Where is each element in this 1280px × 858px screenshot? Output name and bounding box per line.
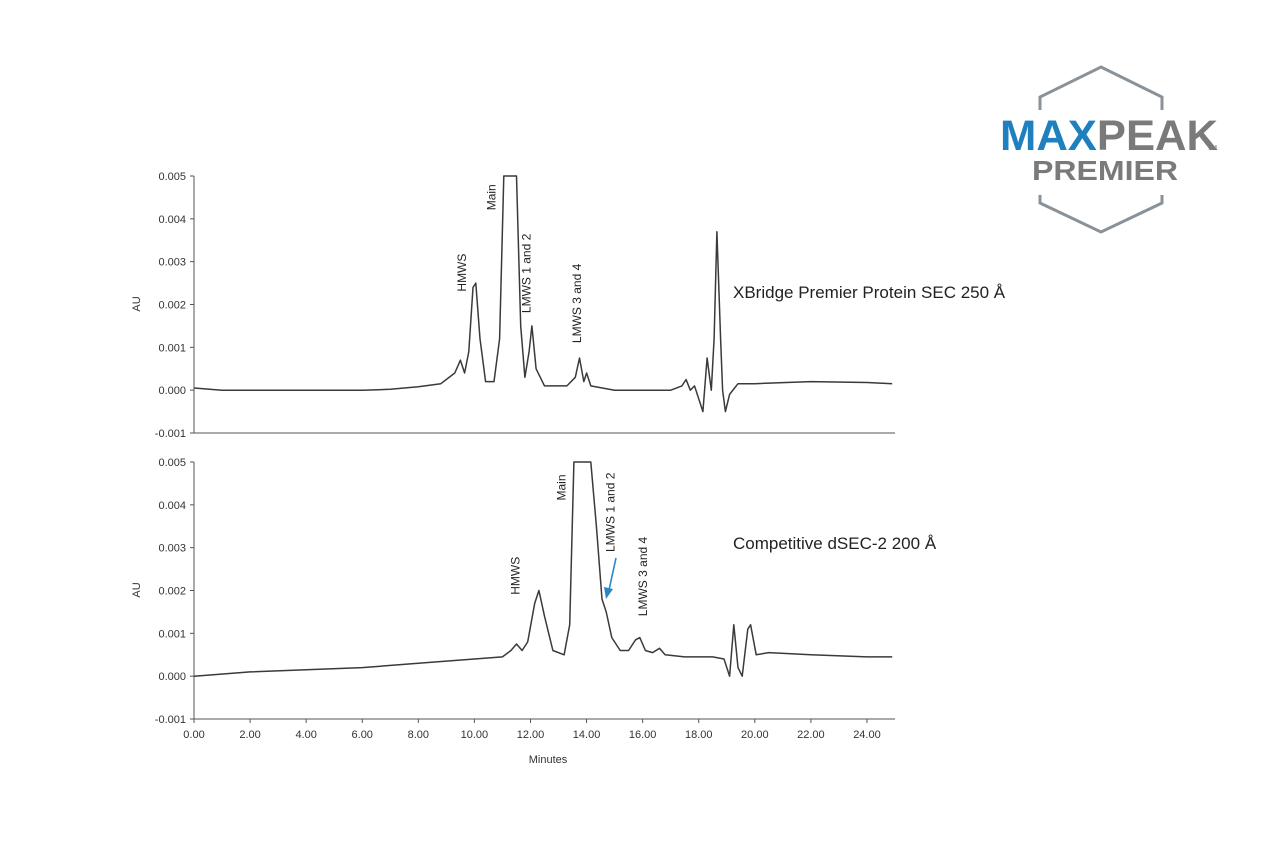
- x-tick-label: 14.00: [573, 729, 601, 741]
- y-tick-label: 0.004: [158, 214, 186, 226]
- y-axis-ticks-top: 0.005 0.004 0.003 0.002 0.001 0.000 -0.001: [155, 171, 194, 440]
- chart-panel-bottom: 0.005 0.004 0.003 0.002 0.001 0.000 -0.001 0.0…: [131, 457, 937, 766]
- x-tick-label: 4.00: [295, 729, 316, 741]
- y-tick-label: 0.000: [158, 385, 186, 397]
- y-tick-label: 0.005: [158, 171, 186, 183]
- logo-text-backdrop: [1000, 110, 1225, 195]
- x-axis-ticks-bottom: 0.00 2.00 4.00 6.00 8.00 10.00 12.00 14.00 16.00…: [183, 719, 881, 741]
- y-tick-label: 0.001: [158, 628, 186, 640]
- y-tick-label: 0.004: [158, 500, 186, 512]
- x-axis-label: Minutes: [529, 754, 568, 766]
- x-tick-label: 16.00: [629, 729, 657, 741]
- logo-peak-text: PEAK: [1097, 112, 1218, 160]
- x-tick-label: 12.00: [517, 729, 545, 741]
- x-tick-label: 10.00: [461, 729, 489, 741]
- peak-label: LMWS 3 and 4: [636, 537, 650, 617]
- logo-wordmark: MAXPEAK: [1000, 112, 1218, 160]
- logo-trademark: TM: [1207, 145, 1217, 152]
- peak-label: LMWS 1 and 2: [520, 233, 534, 313]
- x-tick-label: 8.00: [408, 729, 429, 741]
- peak-label: HMWS: [508, 557, 522, 595]
- maxpeak-premier-logo: MAXPEAK TM PREMIER: [1000, 65, 1225, 234]
- peak-label: LMWS 1 and 2: [604, 472, 618, 552]
- peak-labels-bottom: HMWS Main LMWS 1 and 2 LMWS 3 and 4: [508, 472, 650, 616]
- y-axis-label-top: AU: [131, 296, 143, 311]
- chromatogram-trace-top: [193, 175, 893, 413]
- logo-premier-text: PREMIER: [1032, 155, 1178, 186]
- y-tick-label: 0.002: [158, 300, 186, 312]
- chromatogram-trace-bottom: [193, 461, 893, 677]
- peak-label: Main: [555, 474, 569, 500]
- lmws-arrow-shaft: [608, 557, 617, 591]
- chart-title-bottom: Competitive dSEC-2 200 Å: [733, 534, 937, 553]
- y-tick-label: 0.000: [158, 671, 186, 683]
- logo-hexagon-outline: [1038, 65, 1164, 234]
- y-tick-label: -0.001: [155, 714, 186, 726]
- x-tick-label: 24.00: [853, 729, 881, 741]
- x-tick-label: 0.00: [183, 729, 204, 741]
- peak-label: HMWS: [455, 254, 469, 292]
- x-tick-label: 6.00: [352, 729, 373, 741]
- y-tick-label: 0.002: [158, 586, 186, 598]
- peak-label: LMWS 3 and 4: [570, 263, 584, 343]
- peak-label: Main: [484, 184, 498, 210]
- logo-max-text: MAX: [1000, 112, 1097, 160]
- y-tick-label: 0.005: [158, 457, 186, 469]
- y-axis-label-bottom: AU: [131, 582, 143, 597]
- x-tick-label: 2.00: [239, 729, 260, 741]
- y-tick-label: 0.003: [158, 543, 186, 555]
- y-tick-label: 0.001: [158, 342, 186, 354]
- y-tick-label: 0.003: [158, 257, 186, 269]
- y-tick-label: -0.001: [155, 428, 186, 440]
- peak-labels-top: HMWS Main LMWS 1 and 2 LMWS 3 and 4: [455, 184, 584, 343]
- x-tick-label: 20.00: [741, 729, 769, 741]
- x-tick-label: 22.00: [797, 729, 825, 741]
- y-axis-ticks-bottom: 0.005 0.004 0.003 0.002 0.001 0.000 -0.001: [155, 457, 194, 726]
- x-tick-label: 18.00: [685, 729, 713, 741]
- chart-title-top: XBridge Premier Protein SEC 250 Å: [733, 283, 1006, 302]
- lmws-arrow-head: [604, 587, 613, 599]
